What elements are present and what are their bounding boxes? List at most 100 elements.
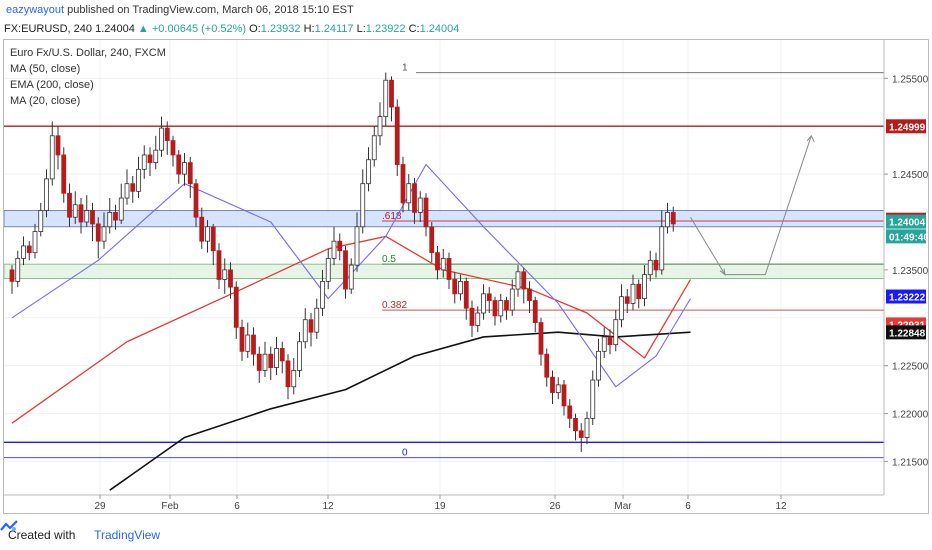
ma20-line — [11, 163, 691, 388]
candle-body — [193, 183, 199, 218]
candle-body — [590, 379, 596, 419]
open-label: O: — [249, 23, 261, 35]
legend-ema200: EMA (200, close) — [10, 79, 94, 91]
candle-body — [435, 252, 440, 271]
x-tick-label: Mar — [614, 501, 632, 512]
candle-body — [199, 216, 205, 242]
candle-body — [136, 168, 141, 192]
candle-body — [113, 212, 118, 221]
candle-body — [153, 149, 159, 164]
candle-body — [486, 293, 492, 301]
candle-body — [670, 212, 676, 225]
candle-body — [187, 162, 193, 185]
candle-body — [118, 197, 124, 221]
candle-body — [268, 353, 274, 369]
candle-body — [262, 353, 268, 371]
chart-pane[interactable]: 1 .618 0.5 0.382 0 1.25500 1.24500 1.23500 1.22… — [3, 39, 929, 514]
y-tick-label: 1.25500 — [892, 74, 928, 85]
candle-body — [55, 135, 61, 156]
fib-level-label: .618 — [382, 211, 402, 222]
candle-body — [61, 154, 67, 194]
candle-body — [630, 283, 636, 304]
candle-body — [233, 286, 239, 328]
fib-level-label: 1 — [402, 63, 408, 74]
candle-body — [251, 334, 256, 355]
candle-body — [463, 280, 469, 309]
y-tick-label: 1.23500 — [892, 266, 928, 277]
candle-body — [653, 259, 659, 271]
candle-body — [274, 348, 279, 369]
candle-body — [26, 245, 32, 254]
candle-body — [366, 159, 371, 185]
y-tick-label: 1.22000 — [892, 410, 928, 421]
candle-body — [561, 384, 567, 407]
price-label-box — [886, 214, 926, 229]
candle-body — [15, 257, 21, 282]
fib-level-label: 0.382 — [382, 300, 407, 311]
candle-body — [555, 384, 561, 393]
candle-body — [550, 376, 555, 393]
footer: Created with TradingView — [0, 520, 932, 550]
candle-body — [38, 210, 44, 232]
candle-body — [130, 183, 136, 192]
candle-body — [182, 162, 187, 175]
candle-body — [642, 274, 647, 300]
candle-body — [659, 226, 665, 271]
candle-body — [429, 226, 435, 254]
price-change: +0.00645 (+0.52%) — [151, 23, 247, 35]
symbol-label: FX:EURUSD, 240 — [4, 23, 93, 35]
candle-body — [423, 197, 429, 228]
candle-body — [210, 226, 216, 252]
candle-body — [348, 264, 354, 290]
tradingview-brand-link[interactable]: TradingView — [94, 528, 161, 542]
x-tick-label: 6 — [685, 501, 691, 512]
candle-body — [417, 197, 423, 213]
candle-body — [377, 116, 383, 137]
price-label-text: 1.22848 — [889, 328, 926, 339]
candle-body — [297, 341, 302, 371]
projection-path — [690, 135, 812, 276]
candle-body — [84, 210, 90, 223]
candle-body — [578, 430, 584, 438]
price-chart[interactable]: 1 .618 0.5 0.382 0 1.25500 1.24500 1.23500 1.22… — [4, 40, 928, 513]
candle-body — [101, 226, 107, 242]
projection-arrowhead-icon — [806, 134, 815, 143]
candle-body — [44, 178, 49, 211]
candle-body — [337, 240, 343, 252]
candle-body — [515, 271, 521, 290]
high-value: 1.24117 — [314, 23, 354, 35]
candle-body — [343, 250, 348, 290]
high-label: H: — [303, 23, 315, 35]
price-label-box — [886, 119, 926, 134]
legend-title: Euro Fx/U.S. Dollar, 240, FXCM — [10, 47, 166, 59]
candle-body — [452, 279, 458, 295]
symbol-bar: FX:EURUSD, 240 1.24004 ▲ +0.00645 (+0.52… — [0, 20, 932, 38]
candle-body — [302, 319, 308, 343]
x-tick-label: 26 — [549, 501, 561, 512]
price-zone — [4, 210, 885, 228]
candle-body — [532, 300, 538, 323]
author-link[interactable]: eazywayout — [6, 4, 65, 16]
candle-body — [354, 226, 360, 266]
candle-body — [458, 280, 463, 295]
candle-body — [389, 79, 394, 108]
candle-body — [440, 257, 446, 271]
last-price: 1.24004 — [95, 23, 135, 35]
y-tick-label: 1.22500 — [892, 362, 928, 373]
candle-body — [9, 269, 15, 282]
candle-body — [636, 283, 642, 300]
candle-body — [567, 405, 573, 419]
legend-ma20: MA (20, close) — [10, 95, 80, 107]
x-tick-label: 6 — [234, 501, 240, 512]
candle-body — [527, 288, 532, 301]
candle-body — [481, 293, 486, 314]
candle-body — [601, 336, 607, 352]
candle-body — [279, 348, 285, 362]
fib-level-label: 0.5 — [382, 254, 396, 265]
candle-body — [544, 353, 550, 378]
candle-body — [308, 319, 314, 333]
candle-body — [498, 300, 504, 317]
low-value: 1.23922 — [365, 23, 406, 35]
candle-body — [371, 135, 377, 161]
candle-body — [394, 106, 400, 165]
